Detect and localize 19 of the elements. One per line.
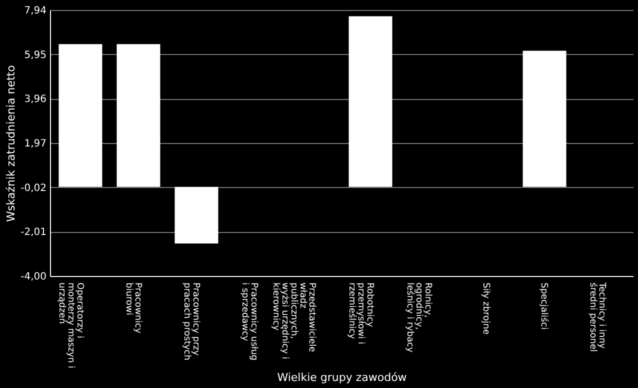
bar: [522, 50, 566, 187]
bar: [174, 186, 218, 244]
y-tick-label: 7,94: [24, 6, 46, 16]
bar: [58, 44, 102, 187]
y-tick-label: -2,01: [20, 227, 46, 238]
y-tick-label: -4,00: [20, 272, 46, 282]
x-tick-label: Specjaliści: [538, 282, 550, 330]
y-tick-label: 1,97: [24, 138, 46, 150]
bar: [348, 16, 392, 187]
x-tick-label: Siły zbrojne: [480, 282, 491, 336]
y-tick-label: 5,95: [24, 50, 46, 61]
bar: [116, 44, 160, 187]
x-tick-label: Pracownicy biurowi: [123, 282, 142, 334]
x-axis-title: Wielkie grupy zawodów: [277, 371, 407, 384]
x-tick-label: Operatorzy i monterzy maszyn i urządzeń: [56, 282, 84, 368]
y-axis-title: Wskaźnik zatrudnienia netto: [4, 64, 18, 222]
y-tick-label: 3,96: [24, 94, 46, 106]
y-tick-label: -0,02: [20, 182, 46, 194]
x-tick-label: Technicy i inny średni personel: [588, 282, 607, 352]
